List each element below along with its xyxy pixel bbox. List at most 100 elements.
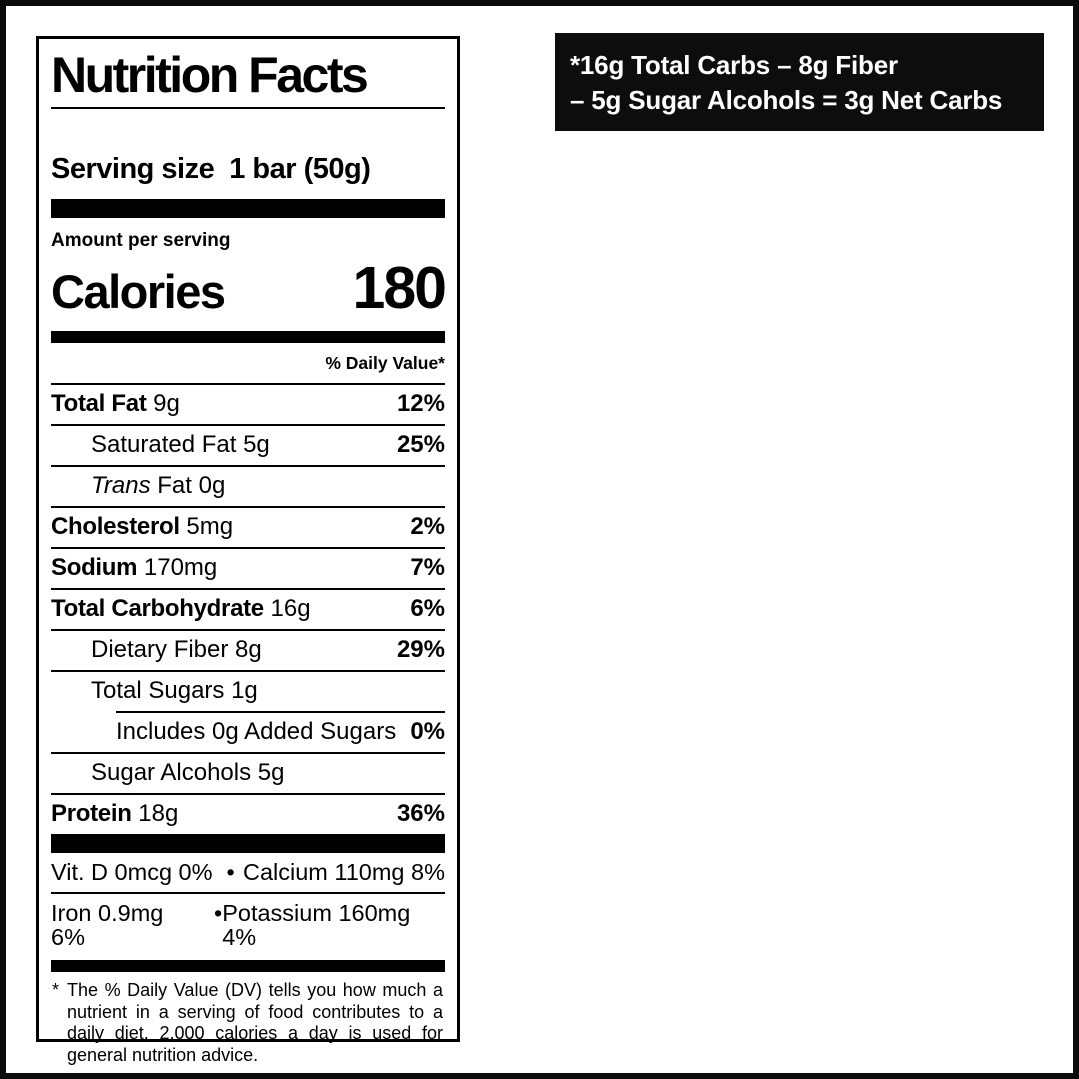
daily-value-header: % Daily Value* [325, 353, 445, 373]
micronutrient-right: Potassium 160mg 4% [222, 900, 411, 950]
nutrient-row-content: Includes 0g Added Sugars 0% [51, 713, 445, 752]
nutrient-daily-value: 2% [410, 513, 445, 540]
nutrient-daily-value: 0% [410, 718, 445, 745]
row-separator [51, 424, 445, 426]
nutrient-rows: Total Fat 9g 12% Saturated Fat 5g 25% Tr… [51, 383, 445, 834]
serving-spacer [51, 109, 445, 153]
nutrient-row-content: Sodium 170mg 7% [51, 549, 445, 588]
nutrient-amount: 18g [131, 800, 179, 827]
nutrient-amount: Includes 0g Added Sugars [116, 718, 397, 745]
nutrient-name: Protein [51, 800, 132, 827]
nutrient-row-content: Total Carbohydrate 16g 6% [51, 590, 445, 629]
nutrient-row: Sugar Alcohols 5g [51, 752, 445, 793]
nutrient-row: Cholesterol 5mg 2% [51, 506, 445, 547]
footnote: * The % Daily Value (DV) tells you how m… [51, 972, 445, 1066]
calories-value: 180 [352, 255, 447, 321]
nutrient-row: Saturated Fat 5g 25% [51, 424, 445, 465]
net-carbs-callout: *16g Total Carbs – 8g Fiber – 5g Sugar A… [555, 33, 1044, 131]
nutrient-text: Saturated Fat 5g [91, 433, 270, 457]
nutrition-label: Nutrition Facts Serving size 1 bar (50g) … [36, 36, 460, 1065]
nutrient-daily-value: 6% [410, 595, 445, 622]
nutrient-row: Total Fat 9g 12% [51, 383, 445, 424]
nutrient-amount: Fat 0g [150, 472, 226, 499]
nutrient-amount: Dietary Fiber 8g [91, 636, 262, 663]
nutrient-row: Trans Fat 0g [51, 465, 445, 506]
nutrient-row: Total Sugars 1g [51, 670, 445, 711]
nutrient-italic-prefix: Trans [91, 472, 151, 499]
medium-divider-calories [51, 331, 445, 343]
nutrient-row: Sodium 170mg 7% [51, 547, 445, 588]
nutrient-text: Total Sugars 1g [91, 679, 258, 703]
serving-size-label: Serving size [51, 153, 215, 185]
nutrient-text: Trans Fat 0g [91, 474, 225, 498]
micronutrient-row: Vit. D 0mcg 0% • Calcium 110mg 8% [51, 853, 445, 892]
nutrient-text: Cholesterol 5mg [51, 515, 233, 539]
calories-label: Calories [51, 265, 226, 318]
nutrient-row-content: Protein 18g 36% [51, 795, 445, 834]
nutrient-row-content: Dietary Fiber 8g 29% [51, 631, 445, 670]
nutrient-row-content: Saturated Fat 5g 25% [51, 426, 445, 465]
nutrient-amount: 5mg [179, 513, 234, 540]
nutrient-text: Total Fat 9g [51, 392, 180, 416]
nutrient-amount: 9g [146, 390, 180, 417]
row-separator [51, 793, 445, 795]
nutrient-name: Cholesterol [51, 513, 180, 540]
nutrient-amount: Sugar Alcohols 5g [91, 759, 285, 786]
nutrient-amount: Total Sugars 1g [91, 677, 258, 704]
amount-per-serving-label: Amount per serving [51, 230, 231, 251]
thick-divider-bottom [51, 834, 445, 853]
nutrient-row-content: Total Fat 9g 12% [51, 385, 445, 424]
nutrient-text: Dietary Fiber 8g [91, 638, 262, 662]
nutrient-daily-value: 29% [396, 636, 445, 663]
nutrient-text: Includes 0g Added Sugars [116, 720, 396, 744]
bullet-separator: • [213, 900, 223, 926]
nutrient-daily-value: 7% [410, 554, 445, 581]
nutrient-row: Protein 18g 36% [51, 793, 445, 834]
micronutrient-left: Iron 0.9mg 6% [51, 900, 164, 950]
micronutrient-left: Vit. D 0mcg 0% [51, 859, 213, 885]
nutrient-row-content: Trans Fat 0g [51, 467, 445, 506]
callout-line-1: *16g Total Carbs – 8g Fiber [570, 50, 898, 80]
row-separator [51, 506, 445, 508]
micronutrient-right: Calcium 110mg 8% [242, 859, 445, 885]
callout-line-2: – 5g Sugar Alcohols = 3g Net Carbs [570, 85, 1003, 115]
nutrient-text: Sodium 170mg [51, 556, 217, 580]
nutrient-name: Total Fat [51, 390, 147, 417]
nutrient-daily-value: 12% [396, 390, 445, 417]
nutrient-daily-value: 25% [396, 431, 445, 458]
nutrient-row: Total Carbohydrate 16g 6% [51, 588, 445, 629]
row-separator [51, 588, 445, 590]
nutrient-amount: 170mg [137, 554, 218, 581]
nutrient-text: Protein 18g [51, 802, 178, 826]
label-title: Nutrition Facts [51, 45, 445, 109]
row-separator [51, 752, 445, 754]
row-separator [51, 670, 445, 672]
nutrient-daily-value: 36% [396, 800, 445, 827]
medium-divider-footnote [51, 960, 445, 972]
nutrient-amount: Saturated Fat 5g [91, 431, 270, 458]
nutrient-name: Sodium [51, 554, 138, 581]
bullet-separator: • [226, 859, 235, 885]
footnote-text: The % Daily Value (DV) tells you how muc… [67, 980, 443, 1065]
row-separator [116, 711, 445, 713]
micronutrient-separator [51, 892, 445, 894]
nutrient-row: Includes 0g Added Sugars 0% [51, 711, 445, 752]
nutrient-row: Dietary Fiber 8g 29% [51, 629, 445, 670]
nutrient-row-content: Cholesterol 5mg 2% [51, 508, 445, 547]
row-separator [51, 465, 445, 467]
nutrient-row-content: Total Sugars 1g [51, 672, 445, 711]
thick-divider-top [51, 199, 445, 218]
micronutrient-rows: Vit. D 0mcg 0% • Calcium 110mg 8% Iron 0… [51, 853, 445, 957]
footnote-marker: * [52, 980, 60, 1000]
nutrient-row-content: Sugar Alcohols 5g [51, 754, 445, 793]
nutrient-text: Sugar Alcohols 5g [91, 761, 284, 785]
nutrient-name: Total Carbohydrate [51, 595, 264, 622]
serving-size-row: Serving size 1 bar (50g) [51, 153, 445, 186]
row-separator [51, 547, 445, 549]
row-separator [51, 629, 445, 631]
row-separator [51, 383, 445, 385]
serving-size-value: 1 bar (50g) [229, 153, 371, 185]
nutrient-amount: 16g [263, 595, 311, 622]
calories-row: Calories 180 [51, 254, 447, 322]
